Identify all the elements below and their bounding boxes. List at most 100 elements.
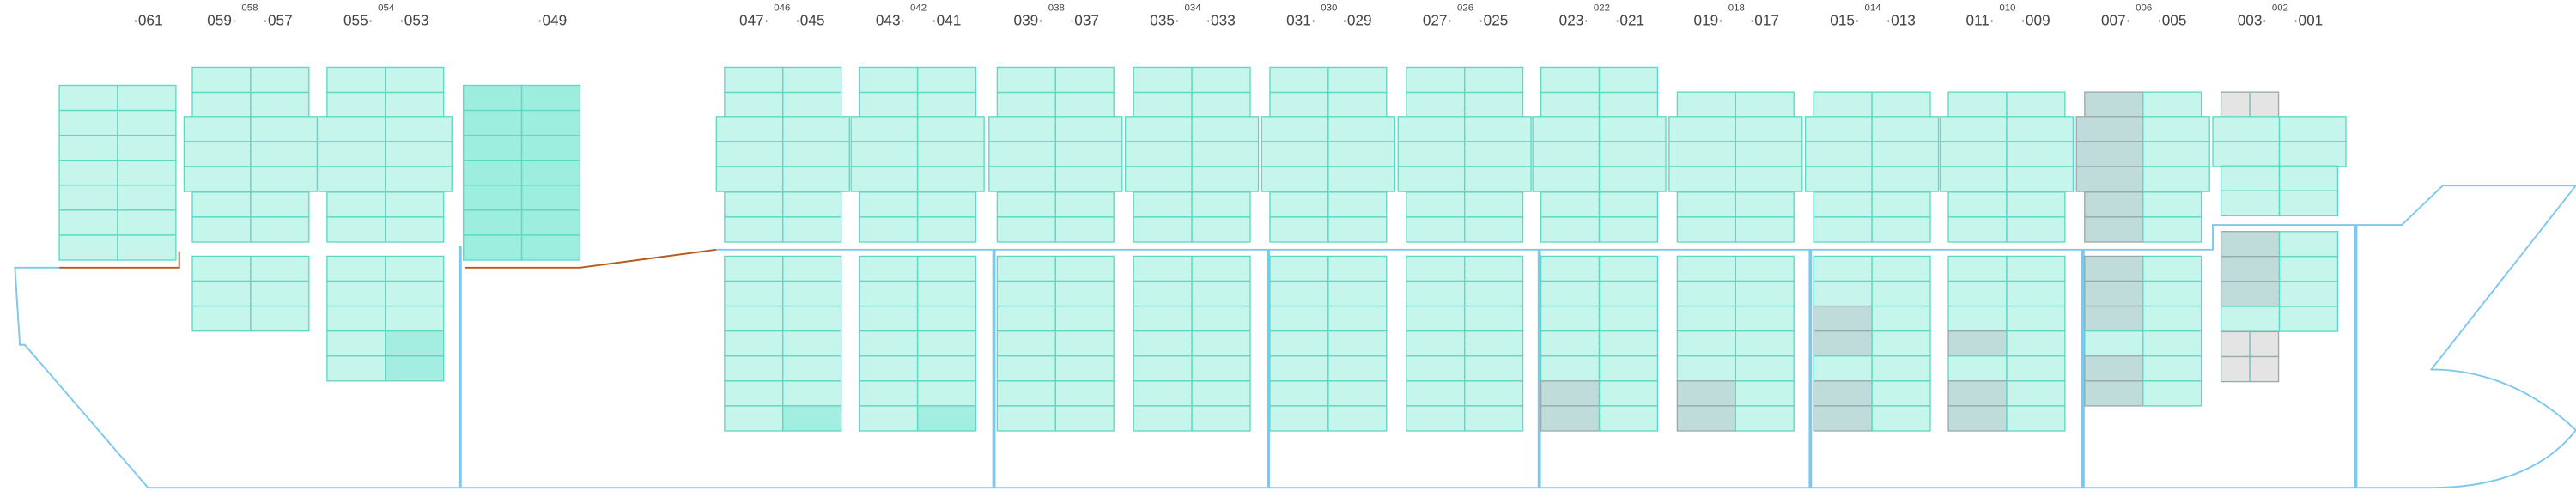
container-slot [859, 330, 919, 357]
container-slot [2006, 405, 2066, 432]
container-slot [385, 280, 445, 307]
container-slot [782, 141, 850, 167]
container-slot [58, 84, 118, 112]
container-slot [1463, 405, 1524, 432]
container-slot [1540, 280, 1601, 307]
bulkheads [458, 225, 2358, 488]
container-slot [916, 280, 977, 307]
container-slot [724, 305, 784, 332]
container-slot [1269, 66, 1329, 94]
container-slot [1269, 305, 1329, 332]
container-slot [1269, 255, 1329, 282]
container-slot [2084, 280, 2144, 307]
container-slot [1598, 330, 1659, 357]
container-slot [1054, 380, 1115, 407]
container-slot [1269, 191, 1329, 218]
container-slot [2142, 305, 2202, 332]
container-slot [2084, 91, 2144, 118]
container-slot [117, 109, 177, 136]
bay-label: ·013 [1886, 11, 1915, 28]
container-slot [1191, 116, 1260, 142]
container-slot [191, 280, 252, 307]
container-slot [1735, 330, 1795, 357]
container-slot [1054, 191, 1115, 218]
container-slot [1054, 255, 1115, 282]
container-slot [2142, 255, 2202, 282]
container-slot [859, 380, 919, 407]
container-slot [385, 141, 453, 167]
container-slot [1327, 166, 1396, 192]
container-slot [1540, 255, 1601, 282]
bay-label-small: 018 [1728, 3, 1745, 14]
container-slot [1871, 116, 1940, 142]
container-slot [1676, 380, 1736, 407]
container-slot [1735, 355, 1795, 382]
container-slot [385, 116, 453, 142]
container-slot [183, 141, 252, 167]
container-slot [1676, 255, 1736, 282]
container-slot [1133, 66, 1193, 94]
bay-label: 015· [1830, 11, 1859, 28]
container-slot [2006, 280, 2066, 307]
container-slot [1735, 116, 1803, 142]
container-slot [1397, 116, 1466, 142]
container-slot [1947, 280, 2008, 307]
container-slot [916, 380, 977, 407]
bay-label: ·005 [2157, 11, 2186, 28]
container-slot [1397, 166, 1466, 192]
container-slot [2278, 141, 2347, 167]
container-slot [117, 134, 177, 161]
container-slot [1540, 355, 1601, 382]
container-slot [2142, 216, 2202, 243]
container-slot [1327, 405, 1388, 432]
container-slot [117, 84, 177, 112]
container-slot [1871, 141, 1940, 167]
container-slot [250, 166, 319, 192]
container-slot [782, 216, 842, 243]
container-slot [1735, 166, 1803, 192]
bay-label: ·061 [133, 11, 162, 28]
container-slot [58, 109, 118, 136]
container-slot [2278, 306, 2339, 332]
container-slot [916, 91, 977, 118]
container-slot [1124, 166, 1193, 192]
container-slot [1133, 330, 1193, 357]
cargo-line [59, 248, 717, 269]
container-slot [2220, 330, 2251, 358]
container-slot [1540, 191, 1601, 218]
bay-label-small: 022 [1594, 3, 1610, 14]
bay-label-small: 046 [774, 3, 790, 14]
container-slot [1598, 91, 1659, 118]
container-slot [1261, 166, 1329, 192]
container-slot [462, 234, 523, 261]
bay-label: 003· [2238, 11, 2267, 28]
container-slot [1735, 305, 1795, 332]
container-slot [724, 191, 784, 218]
container-slot [1191, 255, 1251, 282]
bay-label: ·053 [399, 11, 428, 28]
container-slot [1598, 255, 1659, 282]
container-slot [1191, 141, 1260, 167]
container-slot [1871, 405, 1931, 432]
bay-label: ·045 [795, 11, 824, 28]
container-slot [117, 209, 177, 236]
container-slot [318, 141, 386, 167]
container-slot [1133, 380, 1193, 407]
container-slot [58, 209, 118, 236]
container-slot [1871, 330, 1931, 357]
container-slot [1261, 116, 1329, 142]
container-slot [1269, 280, 1329, 307]
container-slot [2084, 330, 2144, 357]
container-slot [250, 116, 319, 142]
container-slot [1124, 116, 1193, 142]
container-slot [1532, 141, 1601, 167]
container-slot [2220, 355, 2251, 383]
container-slot [996, 255, 1056, 282]
bay-label: 027· [1423, 11, 1452, 28]
container-slot [1871, 380, 1931, 407]
container-slot [1191, 191, 1251, 218]
container-slot [916, 166, 985, 192]
container-slot [996, 355, 1056, 382]
bay-label: ·037 [1070, 11, 1099, 28]
